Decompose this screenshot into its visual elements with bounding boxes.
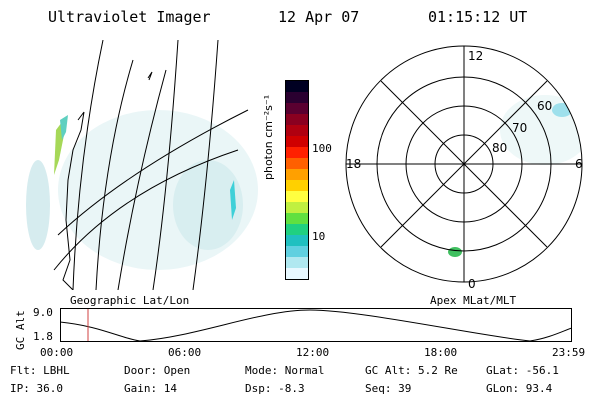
aurora-arc-edge xyxy=(60,115,68,140)
info-seq: Seq: 39 xyxy=(365,382,412,395)
mlt-label-6: 6 xyxy=(575,157,583,171)
aurora-arc xyxy=(54,122,64,175)
geographic-panel-label: Geographic Lat/Lon xyxy=(70,294,190,307)
alt-plot xyxy=(60,308,572,342)
polar-panel-label: Apex MLat/MLT xyxy=(430,294,517,307)
colorbar-band xyxy=(286,191,308,203)
mlt-label-18: 18 xyxy=(346,157,361,171)
colorbar-gradient xyxy=(286,81,308,280)
mlt-label-0: 0 xyxy=(468,277,476,291)
colorbar xyxy=(285,80,309,280)
colorbar-band xyxy=(286,158,308,170)
alt-xtick-0000: 00:00 xyxy=(40,346,74,359)
alt-xtick-2359: 23:59 xyxy=(552,346,586,359)
app-title: Ultraviolet Imager xyxy=(48,8,211,26)
alt-ytick-1-8: 1.8 xyxy=(33,330,53,343)
info-mode: Mode: Normal xyxy=(245,364,325,377)
colorbar-band xyxy=(286,147,308,159)
colorbar-band xyxy=(286,81,308,93)
polar-emission-green xyxy=(448,247,462,257)
info-gc-alt: GC Alt: 5.2 Re xyxy=(365,364,458,377)
polar-plot: 12 18 6 0 60 70 80 xyxy=(345,45,583,291)
lat-lon-grid xyxy=(53,40,249,290)
colorbar-band xyxy=(286,213,308,225)
emission-haze-west xyxy=(26,160,50,250)
alt-xtick-1200: 12:00 xyxy=(296,346,330,359)
alt-plot-ylabel: GC Alt xyxy=(14,310,27,350)
polar-grid xyxy=(345,45,583,283)
colorbar-band xyxy=(286,202,308,214)
info-filter: Flt: LBHL xyxy=(10,364,70,377)
time-label: 01:15:12 UT xyxy=(428,8,528,26)
info-gain: Gain: 14 xyxy=(124,382,177,395)
lat-label-70: 70 xyxy=(512,121,527,135)
alt-curve xyxy=(60,309,572,342)
colorbar-tick-10: 10 xyxy=(312,230,326,243)
colorbar-band xyxy=(286,180,308,192)
colorbar-band xyxy=(286,257,308,269)
lat-label-80: 80 xyxy=(492,141,507,155)
emission-haze-east xyxy=(173,160,243,250)
colorbar-band xyxy=(286,92,308,104)
colorbar-band xyxy=(286,103,308,115)
info-glat: GLat: -56.1 xyxy=(486,364,559,377)
geographic-image xyxy=(26,40,258,290)
colorbar-band xyxy=(286,246,308,258)
colorbar-band xyxy=(286,125,308,137)
coastline-fragment xyxy=(147,71,153,81)
coastline xyxy=(62,111,85,290)
info-door: Door: Open xyxy=(124,364,191,377)
alt-plot-frame xyxy=(60,308,572,342)
info-ip: IP: 36.0 xyxy=(10,382,63,395)
alt-xtick-0600: 06:00 xyxy=(168,346,202,359)
mlt-label-12: 12 xyxy=(468,49,483,63)
aurora-east-spot xyxy=(230,180,236,220)
colorbar-tick-100: 100 xyxy=(312,142,332,155)
colorbar-unit-label: photon cm⁻²s⁻¹ xyxy=(262,94,275,180)
date-label: 12 Apr 07 xyxy=(278,8,360,26)
colorbar-band xyxy=(286,235,308,247)
alt-xtick-1800: 18:00 xyxy=(424,346,458,359)
info-glon: GLon: 93.4 xyxy=(486,382,553,395)
info-dsp: Dsp: -8.3 xyxy=(245,382,305,395)
alt-ytick-9: 9.0 xyxy=(33,306,53,319)
colorbar-band xyxy=(286,114,308,126)
colorbar-band xyxy=(286,169,308,181)
colorbar-band xyxy=(286,136,308,148)
lat-label-60: 60 xyxy=(537,99,552,113)
colorbar-band xyxy=(286,268,308,280)
colorbar-band xyxy=(286,224,308,236)
